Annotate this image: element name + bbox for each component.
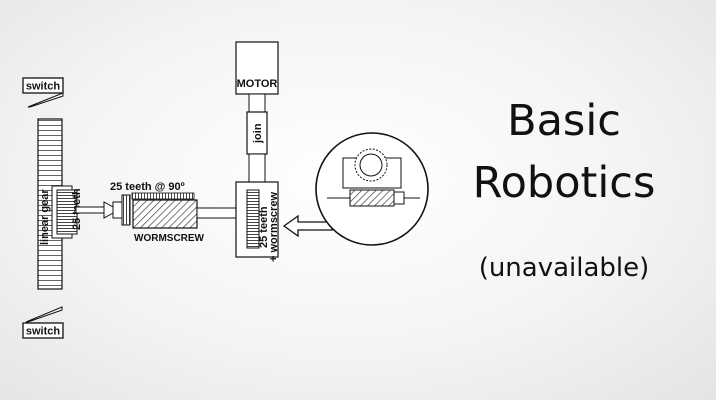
switch-bottom: switch — [22, 306, 64, 339]
subtitle-unavailable: (unavailable) — [478, 253, 650, 283]
join-label: join — [252, 123, 264, 144]
drive-shaft — [75, 201, 123, 219]
join-coupling: join — [246, 111, 268, 183]
linear-gear-rack: linear gear 25 teeth — [37, 118, 83, 290]
worm-gear-label-line1: 25 teeth — [258, 206, 270, 248]
switch-bottom-label: switch — [26, 326, 61, 338]
title-basic: Basic — [507, 96, 621, 146]
worm-gear-label-line2: + wormscrew — [268, 192, 280, 262]
motor-label: MOTOR — [237, 78, 278, 90]
switch-top-label: switch — [26, 81, 61, 93]
bevel-gear: 25 teeth @ 90º — [110, 181, 195, 226]
bevel-gear-label: 25 teeth @ 90º — [110, 181, 185, 193]
wormscrew: WORMSCREW — [132, 199, 238, 244]
detail-view-circle — [315, 132, 429, 246]
wormscrew-label: WORMSCREW — [134, 233, 205, 244]
switch-top: switch — [22, 77, 64, 108]
worm-gear-box: 25 teeth + wormscrew — [235, 181, 280, 262]
detail-wormscrew — [349, 189, 395, 207]
motor: MOTOR — [235, 41, 279, 113]
linear-gear-label: linear gear — [39, 189, 51, 245]
title-robotics: Robotics — [472, 158, 656, 208]
